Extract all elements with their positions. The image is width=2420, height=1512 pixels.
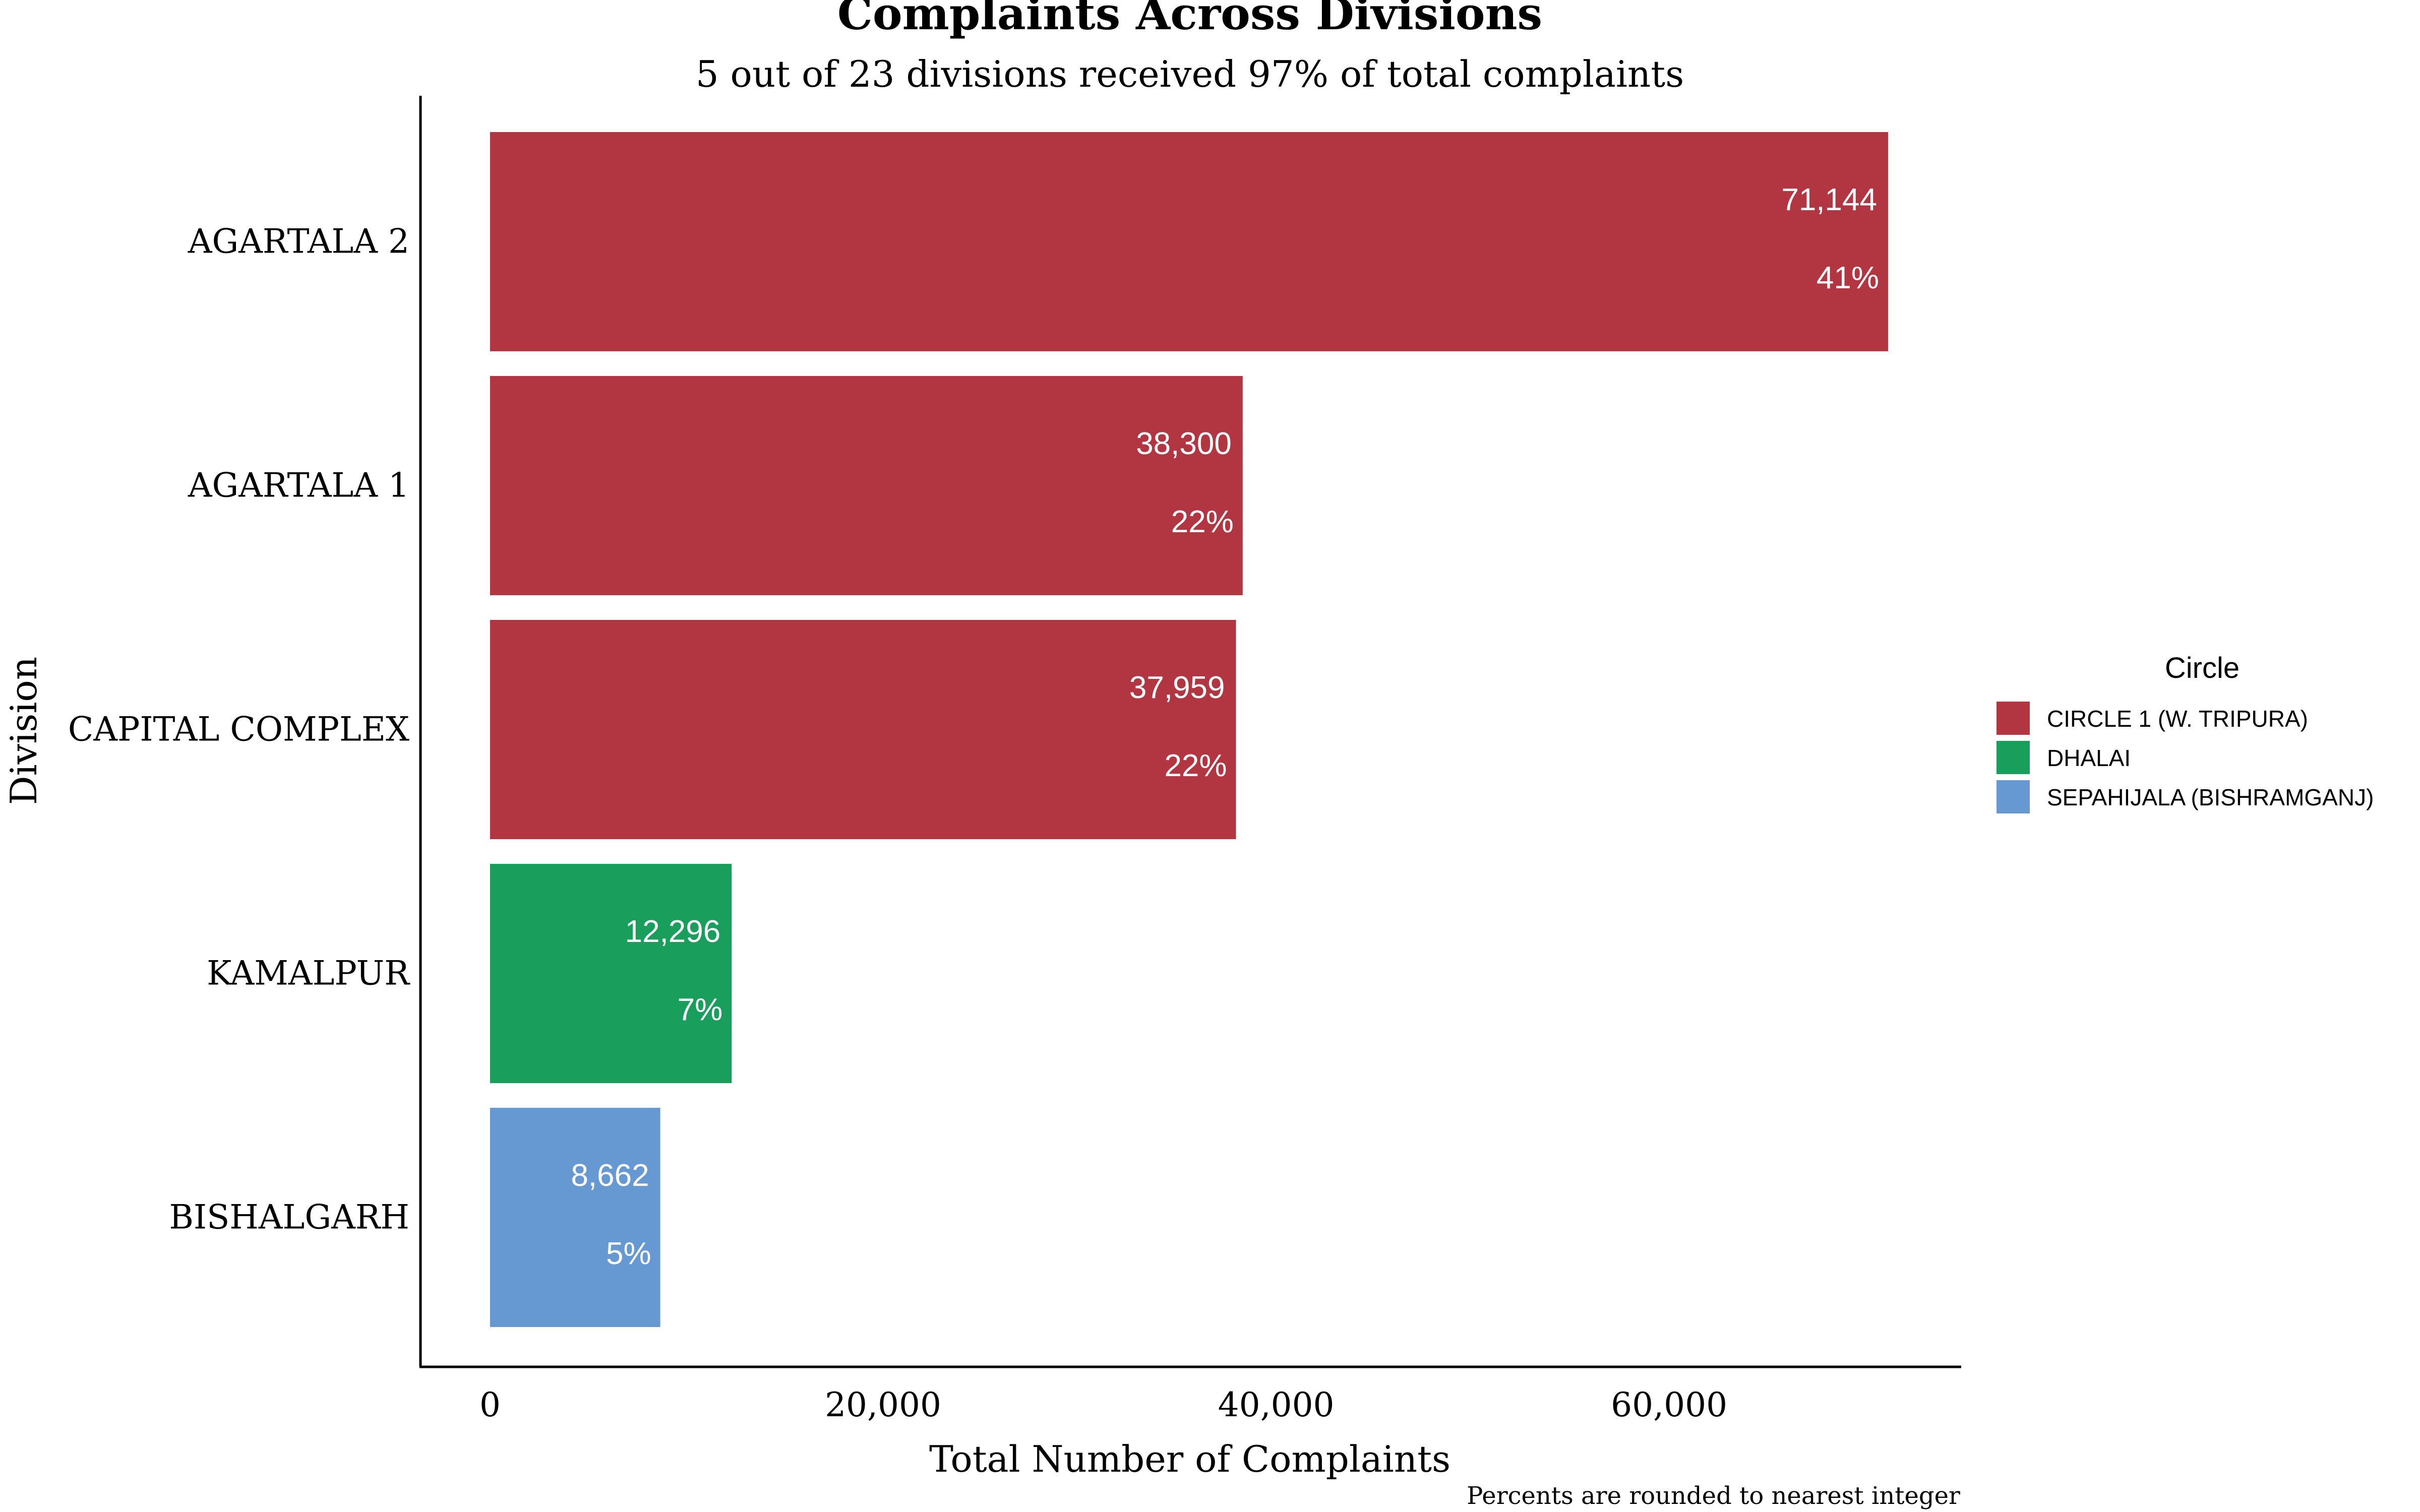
bar-percent-label: 22% bbox=[1164, 748, 1227, 783]
bar-value-label: 38,300 bbox=[1136, 426, 1232, 461]
x-tick-label: 60,000 bbox=[1611, 1385, 1727, 1424]
y-axis-title: Division bbox=[3, 657, 45, 805]
bar-percent-label: 22% bbox=[1171, 505, 1234, 539]
plot-area: 71,144 41% AGARTALA 2 38,300 22% AGARTALA 1 37… bbox=[68, 132, 1888, 1424]
legend-swatch bbox=[1996, 702, 2030, 735]
bar-value-label: 8,662 bbox=[571, 1158, 649, 1193]
chart-title: Complaints Across Divisions bbox=[837, 0, 1542, 40]
chart-subtitle: 5 out of 23 divisions received 97% of to… bbox=[696, 53, 1684, 95]
bar-percent-label: 7% bbox=[678, 992, 723, 1027]
bar-value-label: 12,296 bbox=[625, 914, 721, 949]
bar-value-label: 71,144 bbox=[1781, 182, 1877, 217]
bar-percent-label: 41% bbox=[1817, 261, 1879, 295]
legend-entry-label: CIRCLE 1 (W. TRIPURA) bbox=[2047, 706, 2308, 732]
y-tick-label: CAPITAL COMPLEX bbox=[68, 710, 409, 749]
legend-swatch bbox=[1996, 741, 2030, 774]
bar bbox=[490, 1108, 660, 1327]
bar bbox=[490, 864, 732, 1083]
y-tick-label: AGARTALA 2 bbox=[188, 222, 409, 261]
legend-swatch bbox=[1996, 780, 2030, 813]
bar bbox=[490, 376, 1243, 595]
x-tick-label: 20,000 bbox=[825, 1385, 941, 1424]
legend-title: Circle bbox=[2165, 652, 2240, 684]
legend-entry-label: SEPAHIJALA (BISHRAMGANJ) bbox=[2047, 784, 2374, 810]
bar-value-label: 37,959 bbox=[1129, 670, 1225, 705]
y-tick-label: KAMALPUR bbox=[207, 954, 410, 993]
bar bbox=[490, 620, 1236, 839]
bar bbox=[490, 132, 1888, 351]
y-tick-label: AGARTALA 1 bbox=[188, 466, 409, 505]
x-tick-label: 40,000 bbox=[1218, 1385, 1335, 1424]
x-axis-title: Total Number of Complaints bbox=[929, 1438, 1450, 1480]
y-tick-label: BISHALGARH bbox=[169, 1198, 409, 1237]
x-tick-label: 0 bbox=[479, 1385, 501, 1424]
legend: Circle CIRCLE 1 (W. TRIPURA) DHALAI SEPAHI… bbox=[1996, 652, 2374, 813]
legend-entry-label: DHALAI bbox=[2047, 745, 2131, 771]
bar-percent-label: 5% bbox=[606, 1236, 651, 1271]
chart-caption: Percents are rounded to nearest integer bbox=[1467, 1482, 1960, 1510]
